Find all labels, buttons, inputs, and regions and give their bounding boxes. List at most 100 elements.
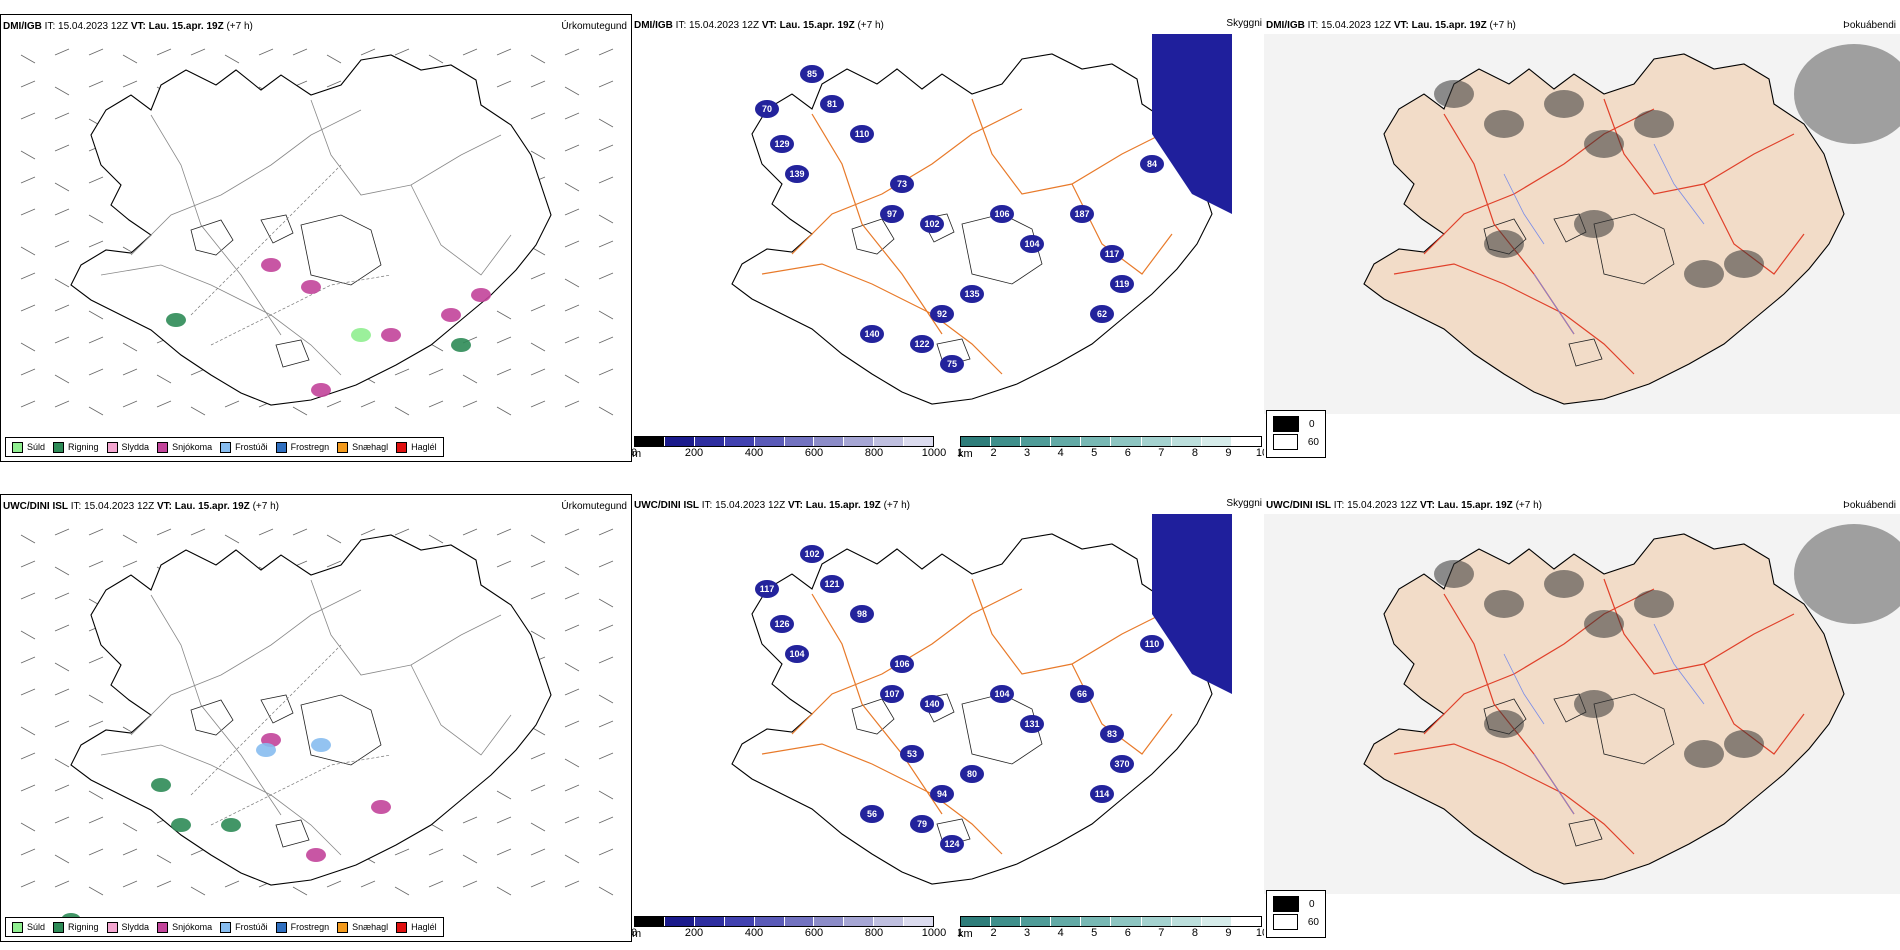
legend-item: Snjókoma bbox=[157, 921, 212, 933]
wind-barb bbox=[598, 240, 614, 248]
fog-patch bbox=[1584, 610, 1624, 638]
wind-barb bbox=[530, 752, 546, 760]
colorbar-ticks: 1 2 3 4 5 6 7 8 9 10 bbox=[957, 927, 1264, 939]
precip-area bbox=[261, 258, 281, 272]
precip-area bbox=[311, 738, 331, 752]
legend-swatch bbox=[53, 441, 65, 453]
colorbar-tick-label: 7 bbox=[1158, 447, 1165, 459]
legend-item: Haglél bbox=[396, 921, 437, 933]
fog-patch bbox=[1684, 260, 1724, 288]
wind-barb bbox=[530, 272, 546, 280]
wind-barb bbox=[122, 80, 138, 88]
cloud-base-label: 53 bbox=[907, 749, 917, 759]
cloud-base-label: 92 bbox=[937, 309, 947, 319]
colorbar-tick-label: 400 bbox=[744, 927, 764, 939]
wind-barb bbox=[20, 752, 36, 760]
glacier-outline bbox=[275, 819, 310, 848]
colorbar-swatch bbox=[635, 437, 665, 446]
wind-barb bbox=[530, 304, 546, 312]
cloud-base-label: 187 bbox=[1074, 209, 1089, 219]
legend-item: Slydda bbox=[106, 921, 149, 933]
fog-legend-item: 0 bbox=[1273, 895, 1319, 913]
fog-legend-label: 0 bbox=[1309, 898, 1315, 910]
cloud-base-label: 70 bbox=[762, 104, 772, 114]
colorbar-unit: km bbox=[958, 928, 973, 940]
panel-title: Skyggni bbox=[1226, 498, 1262, 509]
colorbar-swatch bbox=[724, 917, 755, 926]
legend-swatch bbox=[12, 441, 23, 453]
legend-item: Frostúði bbox=[220, 441, 268, 453]
wind-barb bbox=[122, 54, 138, 64]
wind-barb bbox=[122, 560, 138, 568]
iceland-landmass bbox=[731, 53, 1213, 405]
cloud-patch bbox=[820, 95, 844, 113]
fog-patch bbox=[1634, 110, 1674, 138]
wind-barb bbox=[360, 48, 376, 56]
river-line bbox=[1533, 273, 1575, 335]
legend-label: Frostregn bbox=[290, 922, 330, 932]
cloud-patch bbox=[755, 100, 779, 118]
glacier-outline bbox=[921, 213, 955, 243]
cloud-base-label: 66 bbox=[1077, 689, 1087, 699]
wind-barb bbox=[122, 368, 138, 376]
wind-barb bbox=[224, 534, 240, 544]
ceiling-colorbar: 0 200 400 600 800 1000 m bbox=[632, 916, 946, 940]
road-line bbox=[761, 263, 1003, 375]
colorbar-ticks: 1 2 3 4 5 6 7 8 9 10 bbox=[957, 447, 1264, 459]
fog-patch bbox=[1584, 130, 1624, 158]
wind-barb bbox=[496, 848, 512, 856]
wind-barb bbox=[54, 624, 70, 632]
wind-barb bbox=[54, 278, 70, 288]
fog-legend-item: 60 bbox=[1273, 433, 1319, 451]
road-line bbox=[130, 589, 362, 736]
colorbar-swatch bbox=[1201, 437, 1232, 446]
visibility-colorbar: 1 2 3 4 5 6 7 8 9 10 km bbox=[957, 436, 1264, 460]
cloud-patch bbox=[880, 685, 904, 703]
colorbar-tick-label: 7 bbox=[1158, 927, 1165, 939]
wind-barb bbox=[598, 118, 614, 128]
colorbar-swatch bbox=[784, 917, 815, 926]
colorbar-tick-label: 2 bbox=[990, 927, 997, 939]
wind-barb bbox=[530, 534, 546, 544]
panel-header: DMI/IGB IT: 15.04.2023 12Z VT: Lau. 15.a… bbox=[3, 21, 253, 32]
colorbar-tick-label: 600 bbox=[804, 447, 824, 459]
wind-barb bbox=[360, 400, 376, 408]
wind-barb bbox=[20, 80, 36, 88]
wind-barb bbox=[156, 48, 172, 56]
panel-header: UWC/DINI ISL IT: 15.04.2023 12Z VT: Lau.… bbox=[634, 500, 910, 511]
wind-barb bbox=[190, 528, 206, 536]
cloud-base-label: 110 bbox=[855, 129, 870, 139]
iceland-precip-map bbox=[20, 528, 614, 927]
cloud-base-label: 75 bbox=[947, 359, 957, 369]
panel-header: DMI/IGB IT: 15.04.2023 12Z VT: Lau. 15.a… bbox=[1266, 20, 1516, 31]
fog-legend: 0 60 bbox=[1266, 410, 1326, 458]
colorbar-swatch bbox=[694, 917, 725, 926]
wind-barb bbox=[20, 726, 36, 736]
river-line bbox=[1653, 623, 1705, 705]
cloud-patch bbox=[920, 695, 944, 713]
colorbar-ticks: 0 200 400 600 800 1000 bbox=[632, 447, 946, 459]
wind-barb bbox=[326, 54, 342, 64]
wind-barb bbox=[462, 374, 478, 384]
legend-swatch bbox=[12, 921, 23, 933]
fog-patch bbox=[1574, 210, 1614, 238]
cloud-base-label: 124 bbox=[944, 839, 959, 849]
glacier-outline bbox=[300, 214, 382, 286]
colorbar-tick-label: 10 bbox=[1255, 447, 1264, 459]
wind-barb bbox=[598, 214, 614, 224]
iceland-precip-map bbox=[20, 48, 614, 416]
road-line bbox=[100, 264, 342, 376]
colorbar-tick-label: 9 bbox=[1225, 447, 1232, 459]
wind-barb bbox=[54, 374, 70, 384]
wind-barb bbox=[88, 720, 104, 728]
wind-barb bbox=[462, 528, 478, 536]
river-line bbox=[1653, 143, 1705, 225]
panel-title: Úrkomutegund bbox=[561, 21, 627, 32]
wind-barb bbox=[88, 560, 104, 568]
wind-barb bbox=[564, 240, 580, 248]
cloud-patch bbox=[880, 205, 904, 223]
wind-barb bbox=[462, 880, 478, 888]
wind-barb bbox=[564, 182, 580, 192]
colorbar-swatch bbox=[1081, 437, 1112, 446]
wind-barb bbox=[598, 816, 614, 824]
